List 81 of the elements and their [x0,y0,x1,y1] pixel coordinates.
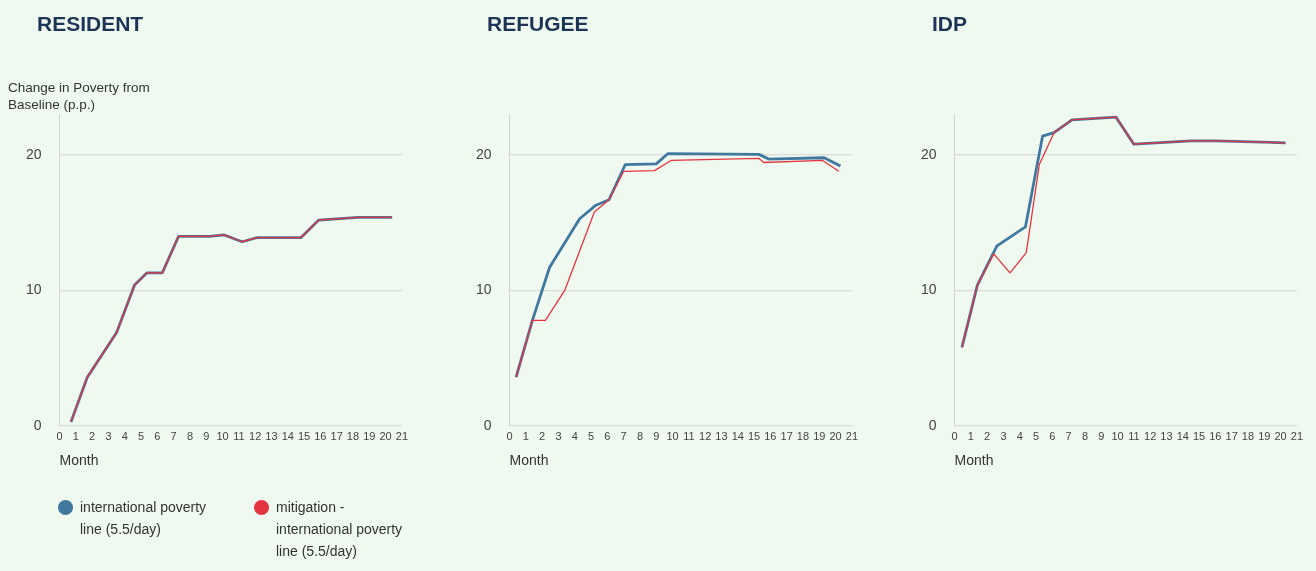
x-tick-label: 14 [731,429,744,442]
x-tick-label: 6 [154,429,161,442]
x-tick-label: 5 [1033,429,1040,442]
x-tick-label: 11 [233,429,245,442]
x-tick-label: 18 [346,429,360,442]
x-tick-label: 8 [1081,429,1089,442]
y-tick-label: 20 [475,145,492,162]
chart-title: RESIDENT [37,12,144,36]
x-tick-label: 15 [297,429,311,442]
x-tick-label: 21 [845,429,859,442]
x-tick-label: 17 [1225,429,1238,442]
x-tick-label: 17 [780,429,793,442]
x-tick-label: 21 [395,429,409,442]
x-axis-title: Month [509,452,549,469]
x-tick-label: 2 [984,429,991,442]
x-tick-label: 6 [1049,429,1056,442]
x-tick-label: 12 [249,429,262,442]
x-axis-title: Month [59,452,99,469]
x-tick-label: 7 [1065,429,1072,442]
x-tick-label: 15 [747,429,761,442]
x-tick-label: 3 [1000,429,1007,442]
x-tick-label: 18 [1241,429,1255,442]
x-tick-label: 1 [522,429,529,442]
x-tick-label: 20 [1274,429,1287,442]
x-tick-label: 8 [636,429,644,442]
legend-label: international poverty line (5.5/day) [80,498,208,539]
x-tick-label: 20 [379,429,392,442]
x-tick-label: 1 [72,429,79,442]
x-tick-label: 20 [829,429,842,442]
x-tick-label: 19 [1258,429,1271,442]
y-tick-label: 10 [920,281,937,298]
x-tick-label: 10 [666,429,679,442]
x-tick-label: 14 [1176,429,1189,442]
x-tick-label: 10 [216,429,229,442]
x-tick-label: 6 [604,429,611,442]
x-tick-label: 12 [699,429,712,442]
x-tick-label: 3 [105,429,112,442]
x-tick-label: 4 [121,429,128,442]
x-tick-label: 14 [281,429,294,442]
x-tick-label: 13 [1160,429,1173,442]
x-tick-label: 1 [967,429,974,442]
x-tick-label: 4 [1016,429,1023,442]
legend-label: mitigation - international poverty line (5.5/day) [276,498,404,561]
chart-title: REFUGEE [487,12,589,36]
x-tick-label: 19 [813,429,826,442]
x-tick-label: 3 [555,429,562,442]
x-axis-title: Month [954,452,994,469]
x-tick-label: 10 [1111,429,1124,442]
x-tick-label: 17 [330,429,343,442]
x-tick-label: 13 [265,429,278,442]
x-tick-label: 2 [539,429,546,442]
x-tick-label: 2 [89,429,96,442]
x-tick-label: 9 [203,429,210,442]
y-tick-label: 20 [25,145,42,162]
x-tick-label: 11 [683,429,695,442]
x-tick-label: 8 [186,429,194,442]
x-tick-label: 0 [56,429,63,442]
x-tick-label: 16 [764,429,777,442]
y-tick-label: 20 [920,145,937,162]
x-tick-label: 7 [620,429,627,442]
x-tick-label: 15 [1192,429,1206,442]
x-tick-label: 11 [1128,429,1140,442]
y-tick-label: 10 [25,281,42,298]
x-tick-label: 13 [715,429,728,442]
chart-title: IDP [932,12,968,36]
x-tick-label: 21 [1290,429,1304,442]
x-tick-label: 7 [170,429,177,442]
y-axis-title: Change in Poverty from Baseline (p.p.) [8,79,151,113]
x-tick-label: 5 [588,429,595,442]
x-tick-label: 0 [506,429,513,442]
x-tick-label: 9 [1098,429,1105,442]
x-tick-label: 16 [314,429,327,442]
x-tick-label: 19 [363,429,376,442]
x-tick-label: 0 [951,429,958,442]
x-tick-label: 12 [1144,429,1157,442]
x-tick-label: 16 [1209,429,1222,442]
x-tick-label: 4 [571,429,578,442]
x-tick-label: 9 [653,429,660,442]
y-tick-label: 10 [475,281,492,298]
x-tick-label: 18 [796,429,810,442]
x-tick-label: 5 [138,429,145,442]
